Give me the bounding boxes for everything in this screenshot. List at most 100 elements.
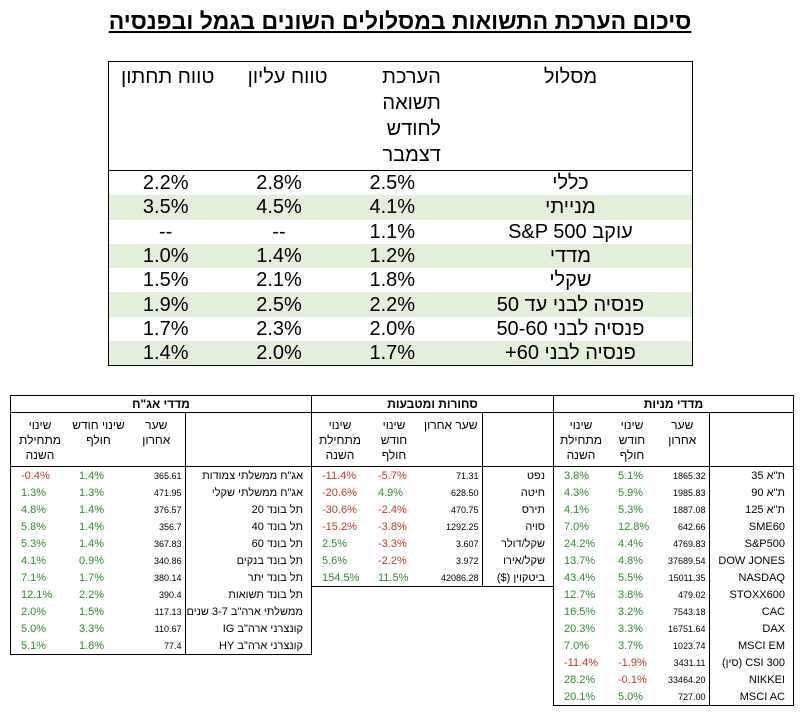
month-change: 5.0% (618, 690, 644, 703)
month-change: -2.4% (378, 503, 407, 516)
lower-range-value: 1.4% (108, 341, 223, 366)
table-row: S&P500 4769.83 4.4% 24.2% (554, 535, 793, 552)
lower-range-value: -- (159, 220, 173, 243)
summary-body: כללי 2.5% 2.8% 2.2% מנייתי 4.1% 4.5% 3.5% עוקב S… (108, 171, 693, 366)
last-price: 15011.35 (668, 572, 706, 583)
ytd-change: 5.8% (21, 520, 47, 533)
last-price: 16751.64 (667, 623, 706, 634)
table-row: תל בונד 60 367.83 1.4% 5.3% (11, 535, 311, 552)
ytd-change: 1.3% (21, 486, 47, 499)
ytd-change: -15.2% (322, 520, 357, 533)
instrument-name: DAX (708, 620, 793, 637)
table-row: אג"ח ממשלתי צמודות 365.61 1.4% -0.4% (11, 466, 311, 484)
table-row: תל בונד תשואות 390.4 2.2% 12.1% (11, 586, 311, 603)
estimate-value: 2.5% (369, 172, 416, 195)
table-row: ת"א 90 1985.83 5.9% 4.3% (554, 484, 793, 501)
commodities-currencies-title: סחורות ומטבעות (312, 396, 553, 413)
ytd-change: 43.4% (564, 571, 596, 584)
ytd-change: 13.7% (564, 554, 596, 567)
month-change-column-header: שינוי חודש חולף (368, 413, 420, 467)
month-change: 12.8% (618, 520, 650, 533)
table-row: DOW JONES 37689.54 4.8% 13.7% (554, 552, 793, 569)
instrument-name: MSCI EM (708, 637, 793, 654)
bond-indices-title: מדדי אג"ח (11, 396, 311, 413)
table-row: קונצרני ארה"ב IG 110.67 3.3% 5.0% (11, 620, 311, 637)
table-row: ת"א 125 1887.08 5.3% 4.1% (554, 501, 793, 518)
bond-indices-panel: מדדי אג"ח שער אחרון שינוי חודש חולף שינו… (10, 395, 312, 655)
lower-range-value: 3.5% (108, 195, 223, 220)
month-change: -1.9% (618, 656, 647, 669)
ytd-change-column-header: שינוי מתחילת השנה (312, 413, 368, 467)
last-price: 340.86 (153, 555, 182, 566)
month-change: 3.2% (618, 605, 644, 618)
lower-range-value: 1.0% (108, 243, 223, 269)
month-change: -2.2% (378, 554, 407, 567)
estimate-column-header: הערכת תשואה לחודש דצמבר (335, 61, 449, 171)
ytd-change-column-header: שינוי מתחילת השנה (554, 413, 608, 467)
lower-range-column-header: טווח תחתון (108, 61, 223, 171)
month-change: 1.7% (79, 571, 105, 584)
table-row: STOXX600 479.02 3.8% 12.7% (554, 586, 793, 603)
estimate-value: 2.0% (369, 317, 416, 340)
table-row: NASDAQ 15011.35 5.5% 43.4% (554, 569, 793, 586)
instrument-name: NASDAQ (708, 569, 793, 586)
last-price: 1887.08 (672, 504, 706, 515)
ytd-change: 16.5% (564, 605, 596, 618)
ytd-change: -0.4% (21, 469, 50, 482)
month-change: 1.3% (79, 486, 105, 499)
estimate-value: 2.2% (335, 292, 449, 317)
estimate-value: 1.8% (369, 269, 416, 292)
bond-indices-table: שער אחרון שינוי חודש חולף שינוי מתחילת ה… (11, 413, 311, 654)
month-change: 11.5% (378, 571, 409, 584)
track-name: כללי (552, 172, 589, 195)
equity-indices-rows: ת"א 35 1865.32 5.1% 3.8% ת"א 90 1985.83 5.9% 4.… (554, 466, 793, 705)
last-price: 42086.28 (440, 572, 479, 583)
ytd-change: 2.5% (322, 537, 348, 550)
last-price: 1985.83 (672, 487, 706, 498)
month-change: -0.1% (618, 673, 647, 686)
ytd-change: 154.5% (322, 571, 360, 584)
month-change: 0.9% (79, 554, 105, 567)
equity-indices-panel: מדדי מניות שער אחרון שינוי חודש חולף שינ… (553, 395, 794, 706)
instrument-name: SME60 (708, 518, 793, 535)
last-price: 390.4 (158, 589, 182, 600)
instrument-name: אג"ח ממשלתי צמודות (184, 466, 311, 484)
track-name: פנסיה לבני עד 50 (448, 292, 693, 317)
instrument-name: תל בונד 40 (184, 518, 311, 535)
instrument-name: שקל/אירו (481, 552, 553, 569)
ytd-change-column-header: שינוי מתחילת השנה (11, 413, 69, 467)
month-change-column-header: שינוי חודש חולף (69, 413, 128, 467)
ytd-change: 5.1% (21, 639, 47, 652)
track-name: מדדי (448, 243, 693, 269)
summary-row: מנייתי 4.1% 4.5% 3.5% (108, 195, 693, 220)
table-row: MSCI EM 1023.74 3.7% 7.0% (554, 637, 793, 654)
month-change: -3.8% (378, 520, 407, 533)
last-price: 628.50 (450, 487, 479, 498)
table-row: CAC 7543.18 3.2% 16.5% (554, 603, 793, 620)
summary-header-row: מסלול הערכת תשואה לחודש דצמבר טווח עליון… (108, 61, 693, 171)
month-change: 3.7% (618, 639, 644, 652)
month-change: -3.3% (378, 537, 407, 550)
instrument-name: ת"א 35 (708, 466, 793, 484)
table-row: תל בונד 20 376.57 1.4% 4.8% (11, 501, 311, 518)
table-row: נפט 71.31 -5.7% -11.4% (312, 466, 553, 484)
last-price: 642.66 (677, 521, 706, 532)
lower-range-value: 1.9% (108, 292, 223, 317)
instrument-name: ת"א 90 (708, 484, 793, 501)
ytd-change: 4.1% (21, 554, 47, 567)
ytd-change: 4.1% (564, 503, 590, 516)
table-row: קונצרני ארה"ב HY 77.4 1.8% 5.1% (11, 637, 311, 654)
last-price: 33464.20 (667, 674, 706, 685)
instrument-name: קונצרני ארה"ב IG (184, 620, 311, 637)
instrument-name: נפט (481, 466, 553, 484)
name-column-header (708, 413, 793, 467)
table-row: MSCI AC 727.00 5.0% 20.1% (554, 688, 793, 705)
table-row: תל בונד יתר 380.14 1.7% 7.1% (11, 569, 311, 586)
ytd-change: 28.2% (564, 673, 596, 686)
track-name: מנייתי (448, 195, 693, 220)
table-row: CSI 300 (סין) 3431.11 -1.9% -11.4% (554, 654, 793, 671)
bond-indices-rows: אג"ח ממשלתי צמודות 365.61 1.4% -0.4% אג"ח ממ… (11, 466, 311, 654)
month-change: 5.5% (618, 571, 644, 584)
table-row: תירס 470.75 -2.4% -30.6% (312, 501, 553, 518)
estimate-value: 1.2% (335, 243, 449, 269)
